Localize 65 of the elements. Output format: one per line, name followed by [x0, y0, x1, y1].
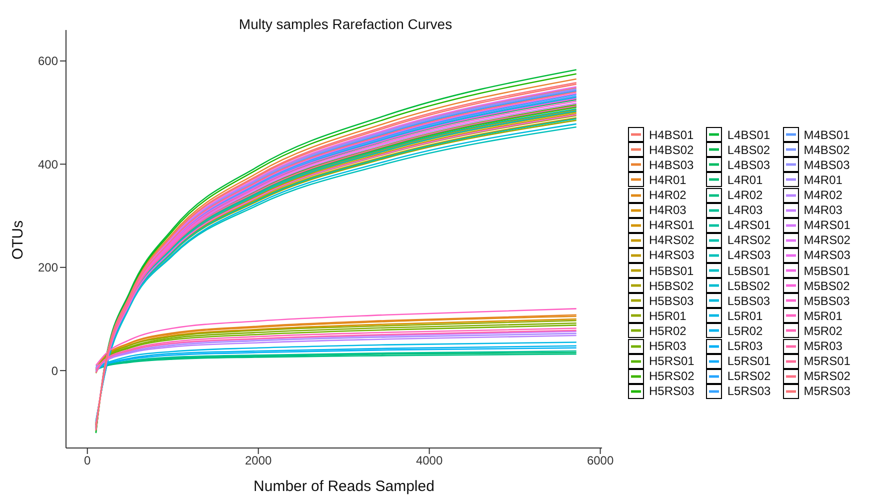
legend-label: H4R01 — [649, 172, 686, 187]
legend-label: L4RS03 — [727, 248, 771, 262]
legend-label: H4RS02 — [649, 233, 694, 248]
legend-label: M4RS01 — [804, 218, 850, 232]
legend-label: L5BS01 — [727, 264, 770, 278]
legend-label: H4BS02 — [649, 142, 694, 157]
legend-label: H4R03 — [649, 203, 686, 218]
legend-label: L4RS02 — [727, 233, 771, 248]
legend-label: L5BS03 — [727, 294, 770, 308]
legend-label: L4R02 — [727, 188, 763, 202]
legend-label: L5R01 — [727, 308, 763, 323]
y-tick-label: 0 — [51, 364, 58, 378]
legend-label: M5RS02 — [804, 369, 850, 384]
legend-label: H4BS03 — [649, 158, 694, 172]
y-tick-label: 600 — [38, 54, 58, 68]
legend-label: L5BS02 — [727, 278, 770, 293]
legend-label: H5RS03 — [649, 384, 694, 398]
legend-label: M5R02 — [804, 324, 842, 338]
x-tick-label: 2000 — [244, 454, 272, 468]
legend-label: M4BS02 — [804, 142, 850, 157]
legend-label: M5BS02 — [804, 278, 850, 293]
legend-label: M5BS03 — [804, 294, 850, 308]
legend-label: H5R01 — [649, 308, 686, 323]
chart-title: Multy samples Rarefaction Curves — [238, 16, 454, 32]
y-tick-label: 400 — [38, 157, 58, 172]
legend-label: H5BS02 — [649, 278, 694, 293]
x-tick-label: 0 — [84, 454, 92, 468]
legend-label: L5R03 — [727, 339, 763, 354]
legend-label: M5R01 — [804, 308, 842, 323]
legend-label: M4R02 — [804, 188, 842, 202]
legend-label: M4BS03 — [804, 158, 850, 172]
legend-label: H5BS03 — [649, 294, 694, 308]
legend-label: H4RS01 — [649, 218, 694, 232]
legend-label: H5R02 — [649, 324, 686, 338]
legend-label: L4R03 — [727, 203, 763, 218]
legend-label: M4RS03 — [804, 248, 850, 262]
legend-label: L4BS01 — [727, 128, 770, 142]
legend-label: H4R02 — [649, 188, 686, 202]
x-axis-title: Number of Reads Sampled — [252, 478, 436, 495]
legend-label: H5BS01 — [649, 264, 694, 278]
legend-label: H5RS02 — [649, 369, 694, 384]
legend-label: H5R03 — [649, 339, 686, 354]
legend-label: M5R03 — [804, 339, 842, 354]
legend-label: M5RS01 — [804, 354, 850, 368]
legend-label: M4BS01 — [804, 128, 850, 142]
y-tick-label: 200 — [38, 260, 58, 275]
legend-label: H5RS01 — [649, 354, 694, 368]
legend-label: M4R01 — [804, 172, 842, 187]
legend-label: L4BS03 — [727, 158, 770, 172]
legend-label: M5BS01 — [804, 264, 850, 278]
legend-label: L4BS02 — [727, 142, 770, 157]
legend-label: H4RS03 — [649, 248, 694, 262]
legend-label: L5R02 — [727, 324, 763, 338]
legend-label: L5RS02 — [727, 369, 771, 384]
x-tick-label: 6000 — [586, 454, 614, 468]
legend-label: L5RS03 — [727, 384, 771, 398]
legend-label: M4RS02 — [804, 233, 850, 248]
y-axis-title: OTUs — [10, 220, 26, 260]
legend-label: M4R03 — [804, 203, 842, 218]
legend-label: L4RS01 — [727, 218, 771, 232]
x-tick-label: 4000 — [416, 454, 443, 468]
legend-label: L4R01 — [727, 172, 763, 187]
legend-label: L5RS01 — [727, 354, 771, 368]
legend-label: H4BS01 — [649, 128, 694, 142]
legend-label: M5RS03 — [804, 384, 850, 398]
